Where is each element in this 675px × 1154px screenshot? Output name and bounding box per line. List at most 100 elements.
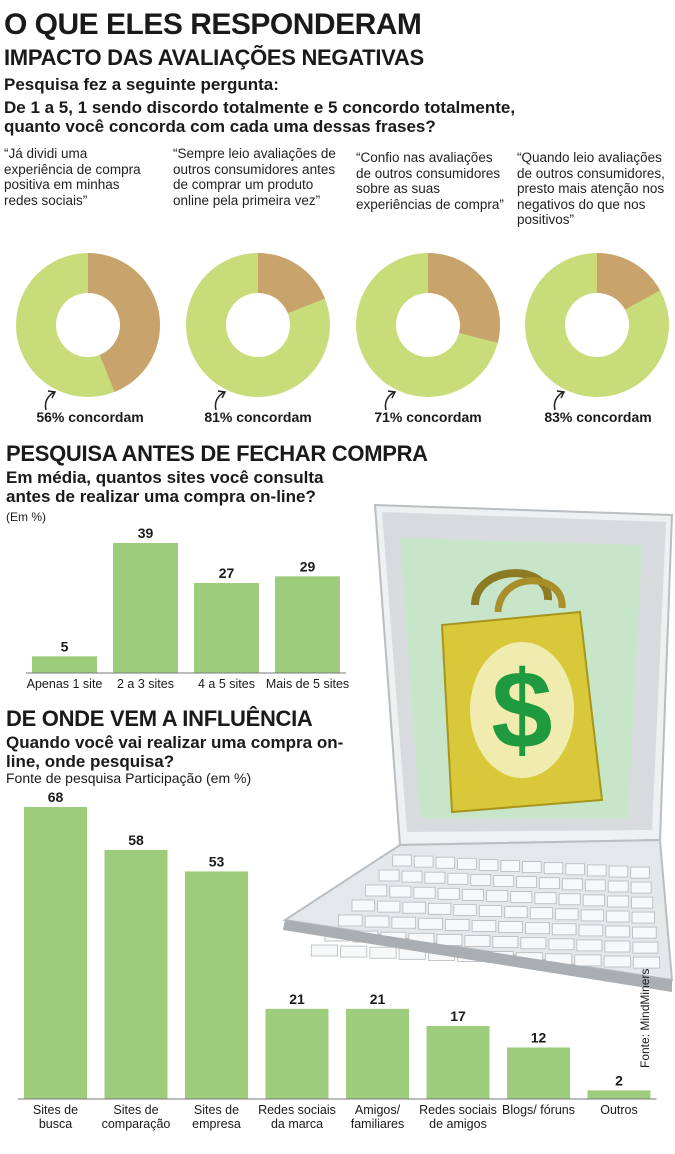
bar [113, 543, 178, 673]
bar-group: 21 Redes sociais da marca [258, 991, 336, 1131]
keyboard-key [606, 910, 630, 923]
dollar-sign-icon: $ [491, 649, 552, 772]
donut-hole [56, 293, 120, 357]
donut-2 [186, 253, 330, 410]
section3-unit: Fonte de pesquisa Participação (em %) [6, 770, 252, 786]
keyboard-key [534, 892, 557, 905]
bar [32, 656, 97, 673]
bar-value-label: 21 [289, 991, 305, 1007]
bar-value-label: 68 [48, 789, 64, 805]
laptop-illustration: $ [282, 503, 674, 992]
bar [194, 583, 259, 673]
keyboard-key [558, 893, 581, 906]
laptop-edge [283, 920, 672, 992]
keyboard-key [504, 906, 528, 919]
section3-title: DE ONDE VEM A INFLUÊNCIA [6, 706, 313, 731]
bar [104, 849, 168, 1099]
category-label: Sites de empresa [192, 1103, 241, 1131]
agree-label-3: 71% concordam [374, 409, 482, 425]
keyboard-key [551, 923, 577, 936]
bar-group: 27 4 a 5 sites [194, 565, 259, 691]
question-text: De 1 a 5, 1 sendo discordo totalmente e … [4, 98, 516, 136]
keyboard-key [584, 879, 606, 892]
bar [426, 1026, 490, 1099]
sources-bar-chart: 68 Sites de busca 58 Sites de comparação 53 Sit… [18, 789, 657, 1131]
keyboard-key [418, 917, 443, 930]
keyboard-key [365, 884, 388, 897]
pointer-arrow-icon [553, 391, 564, 410]
keyboard-key [607, 880, 629, 893]
pointer-arrow-icon [44, 391, 55, 410]
agree-label-4: 83% concordam [544, 409, 652, 425]
donut-3 [356, 253, 500, 410]
keyboard-key [402, 901, 426, 914]
page-title: O QUE ELES RESPONDERAM [4, 8, 422, 41]
keyboard-key [565, 863, 585, 876]
bar-value-label: 53 [209, 853, 225, 869]
shopping-bag-icon [440, 569, 604, 814]
keyboard-key [478, 905, 503, 917]
keyboard-key [516, 876, 537, 889]
keyboard-key [580, 909, 604, 922]
keyboard-key [605, 925, 630, 938]
keyboard-key [630, 866, 650, 879]
agree-label-1: 56% concordam [36, 409, 144, 425]
keyboard-key [427, 902, 452, 915]
bar [587, 1090, 651, 1099]
category-label: Redes sociais de amigos [419, 1103, 497, 1131]
donut-hole [396, 293, 460, 357]
bar [265, 1008, 329, 1099]
bar [185, 871, 248, 1099]
keyboard-key [470, 873, 492, 886]
keyboard-key [392, 854, 412, 867]
keyboard-key [604, 940, 631, 953]
keyboard-key [447, 872, 469, 885]
keyboard-key [486, 890, 509, 902]
keyboard-key [437, 887, 460, 900]
keyboard-key [498, 921, 523, 934]
bar-group: 12 Blogs/ fóruns [502, 1029, 575, 1117]
keyboard-key [461, 888, 484, 901]
bar [346, 1008, 409, 1099]
keyboard-key [630, 881, 652, 894]
keyboard-key [310, 944, 338, 957]
keyboard-key [492, 936, 519, 949]
keyboard-key [562, 878, 583, 891]
keyboard-key [377, 900, 401, 913]
category-label: Apenas 1 site [27, 677, 103, 691]
keyboard-key [413, 886, 436, 899]
bar [24, 807, 87, 1099]
keyboard-key [424, 871, 446, 884]
keyboard-key [389, 885, 412, 898]
quote-1: “Já dividi uma experiência de compra pos… [4, 146, 141, 208]
keyboard-key [413, 855, 434, 868]
question-intro: Pesquisa fez a seguinte pergunta: [4, 75, 279, 94]
category-label: Redes sociais da marca [258, 1103, 336, 1131]
bar-group: 39 2 a 3 sites [113, 525, 178, 691]
quote-3: “Confio nas avaliações de outros consumi… [356, 150, 504, 212]
bar-group: 53 Sites de empresa [185, 853, 248, 1131]
keyboard-key [576, 939, 603, 952]
bar-group: 29 Mais de 5 sites [266, 558, 349, 691]
section2-unit: (Em %) [6, 510, 46, 524]
keyboard-key [391, 916, 417, 929]
keyboard-key [608, 865, 629, 878]
keyboard-key [453, 903, 477, 916]
section3-question: Quando você vai realizar uma compra on-l… [6, 733, 344, 771]
agree-label-2: 81% concordam [204, 409, 312, 425]
category-label: Blogs/ fóruns [502, 1103, 575, 1117]
quote-2: “Sempre leio avaliações de outros consum… [173, 146, 336, 208]
keyboard-key [631, 896, 654, 909]
bar-value-label: 39 [138, 525, 154, 541]
keyboard-key [510, 891, 533, 904]
keyboard-key [525, 922, 550, 935]
keyboard-key [548, 938, 575, 951]
bar-group: 58 Sites de comparação [102, 832, 171, 1131]
keyboard-key [574, 954, 602, 967]
keyboard-key [539, 877, 560, 890]
keyboard-key [435, 856, 456, 869]
page-subtitle: IMPACTO DAS AVALIAÇÕES NEGATIVAS [4, 45, 424, 70]
bar [507, 1047, 570, 1099]
keyboard-key [631, 911, 655, 924]
category-label: 4 a 5 sites [198, 677, 255, 691]
